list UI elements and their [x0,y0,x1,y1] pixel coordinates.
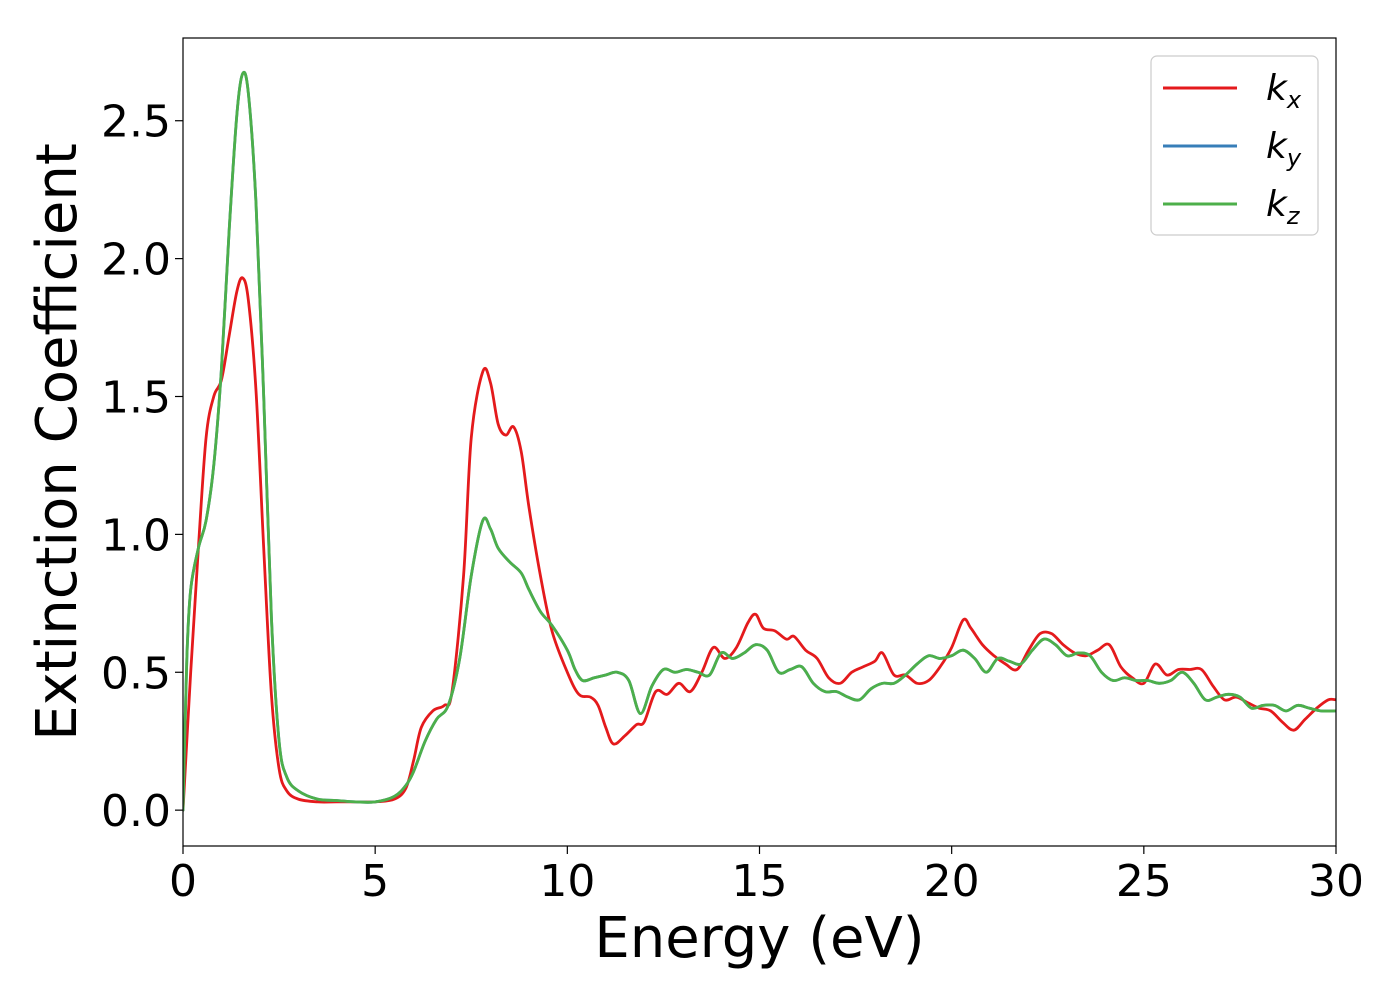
x-tick-label: 5 [361,856,389,907]
y-axis-ticks: 0.0 0.5 1.0 1.5 2.0 2.5 [101,97,183,837]
series-line-z [183,70,1336,812]
x-tick-label: 25 [1116,856,1172,907]
x-tick-label: 30 [1308,856,1364,907]
legend-label-subscript: x [1286,86,1302,114]
legend-label-subscript: z [1286,202,1301,230]
legend-label-x: kx [1266,68,1302,114]
y-tick-label: 0.0 [101,786,171,837]
y-tick-label: 2.5 [101,97,171,148]
legend-label-main: k [1266,68,1289,109]
y-tick-label: 2.0 [101,235,171,286]
x-tick-label: 20 [924,856,980,907]
y-axis-label: Extinction Coefficient [25,143,90,741]
x-axis-label: Energy (eV) [594,906,924,971]
series-line-x [183,276,1336,812]
x-axis-ticks: 0 5 10 15 20 25 30 [169,846,1364,907]
y-tick-label: 0.5 [101,648,171,699]
x-tick-label: 0 [169,856,197,907]
x-tick-label: 10 [539,856,595,907]
y-tick-label: 1.0 [101,510,171,561]
legend-label-subscript: y [1286,144,1302,172]
legend-label-main: k [1266,184,1289,225]
legend-label-y: ky [1266,126,1302,172]
legend-label-main: k [1266,126,1289,167]
x-tick-label: 15 [732,856,788,907]
legend-label-z: kz [1266,184,1301,230]
series-layer [183,70,1336,812]
y-tick-label: 1.5 [101,372,171,423]
